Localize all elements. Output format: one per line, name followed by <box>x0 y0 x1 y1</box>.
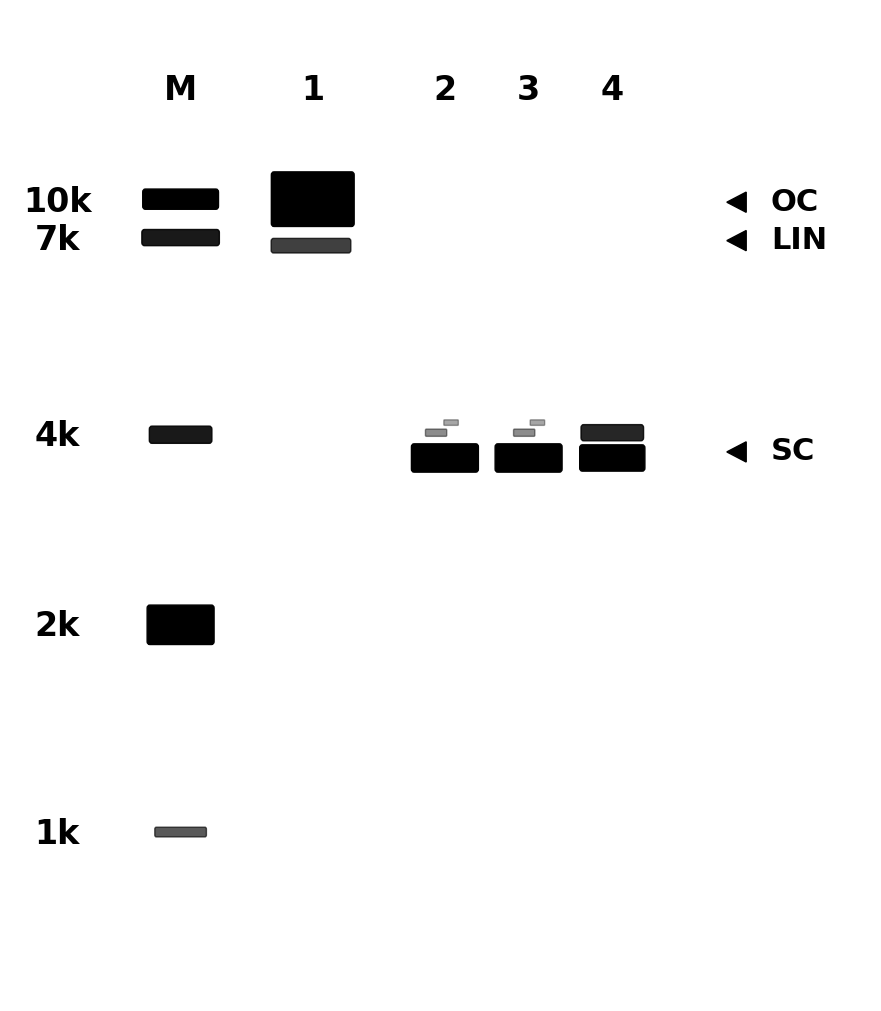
Text: 10k: 10k <box>23 186 92 218</box>
Polygon shape <box>727 231 746 251</box>
Text: 7k: 7k <box>34 224 80 257</box>
Text: 1: 1 <box>301 75 324 107</box>
FancyBboxPatch shape <box>444 420 458 426</box>
FancyBboxPatch shape <box>581 425 643 441</box>
FancyBboxPatch shape <box>149 427 211 443</box>
Text: 1k: 1k <box>34 818 80 850</box>
FancyBboxPatch shape <box>514 429 535 437</box>
FancyBboxPatch shape <box>580 445 645 471</box>
FancyBboxPatch shape <box>495 444 562 472</box>
FancyBboxPatch shape <box>271 239 351 253</box>
FancyBboxPatch shape <box>147 605 214 645</box>
FancyBboxPatch shape <box>142 229 219 246</box>
Text: 2k: 2k <box>34 611 80 643</box>
Text: 2: 2 <box>433 75 456 107</box>
FancyBboxPatch shape <box>155 827 206 837</box>
Text: 3: 3 <box>517 75 540 107</box>
FancyBboxPatch shape <box>411 444 478 472</box>
Text: OC: OC <box>771 188 819 216</box>
Polygon shape <box>727 192 746 212</box>
Text: 4: 4 <box>601 75 624 107</box>
Text: LIN: LIN <box>771 226 827 255</box>
FancyBboxPatch shape <box>143 189 218 209</box>
Polygon shape <box>727 442 746 462</box>
Text: M: M <box>164 75 197 107</box>
Text: 4k: 4k <box>34 421 80 453</box>
FancyBboxPatch shape <box>426 429 447 437</box>
FancyBboxPatch shape <box>271 172 354 226</box>
FancyBboxPatch shape <box>530 420 544 426</box>
Text: SC: SC <box>771 438 815 466</box>
